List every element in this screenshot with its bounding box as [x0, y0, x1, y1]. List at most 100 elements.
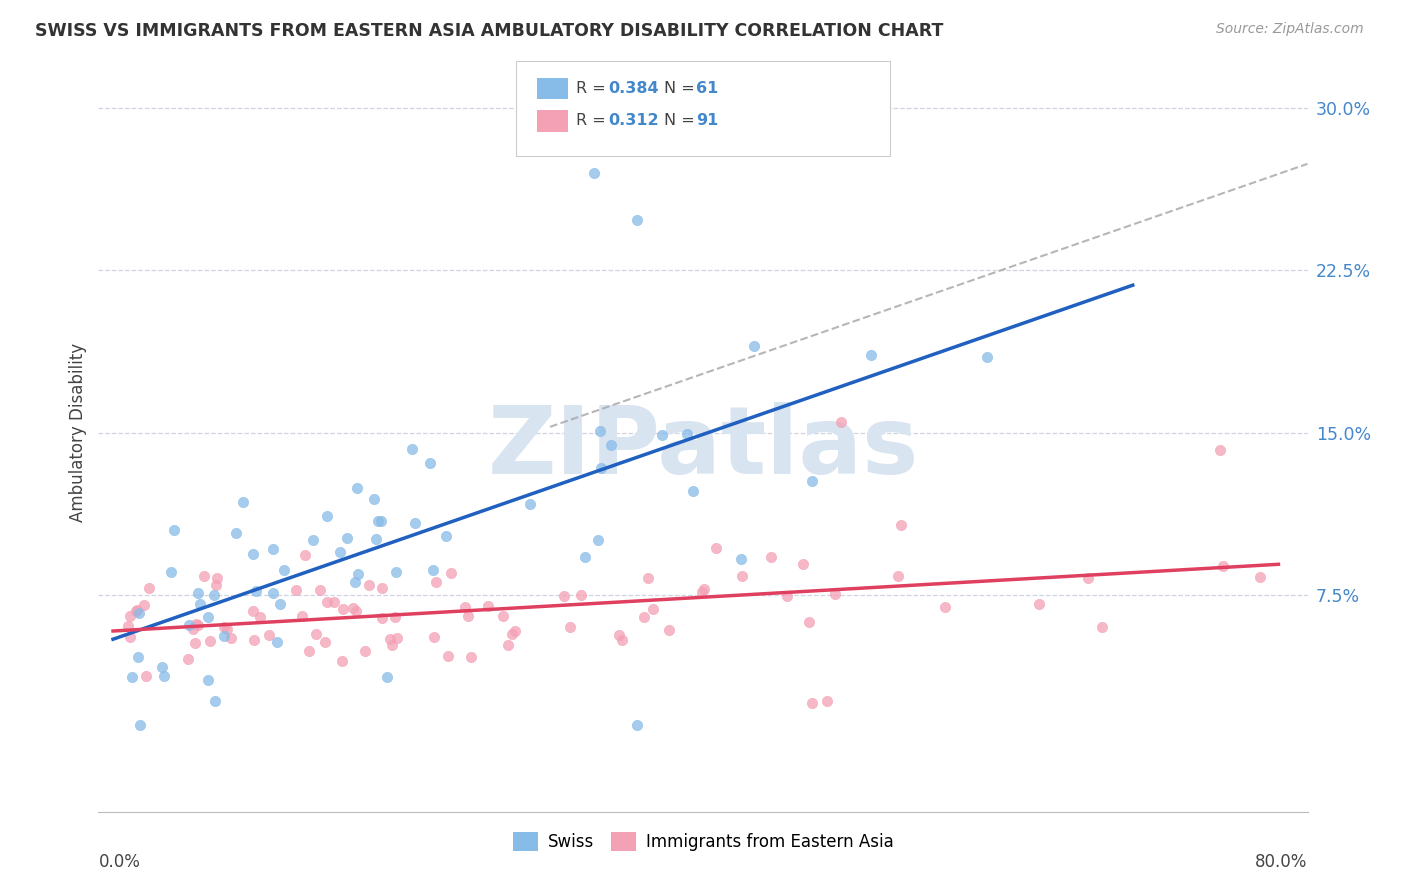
- Point: [197, 609, 219, 624]
- Text: 0.384: 0.384: [609, 81, 659, 96]
- Point: [742, 339, 765, 353]
- Point: [193, 568, 215, 582]
- Point: [138, 581, 160, 595]
- Point: [249, 610, 271, 624]
- Point: [600, 438, 623, 452]
- Point: [423, 630, 446, 644]
- FancyBboxPatch shape: [537, 111, 568, 132]
- Point: [801, 697, 824, 711]
- Text: R =: R =: [576, 81, 612, 96]
- Point: [419, 456, 441, 470]
- Point: [266, 635, 288, 649]
- Point: [519, 497, 541, 511]
- Point: [626, 213, 648, 227]
- FancyBboxPatch shape: [516, 62, 890, 156]
- Point: [125, 604, 148, 618]
- Point: [436, 529, 458, 543]
- Point: [359, 578, 381, 592]
- Point: [363, 491, 385, 506]
- Point: [824, 587, 846, 601]
- Point: [612, 633, 634, 648]
- Point: [212, 620, 235, 634]
- Point: [219, 631, 242, 645]
- Point: [294, 548, 316, 562]
- Point: [323, 595, 346, 609]
- Point: [150, 660, 173, 674]
- Point: [298, 644, 321, 658]
- Point: [704, 541, 727, 556]
- Point: [453, 600, 475, 615]
- Point: [887, 569, 910, 583]
- Point: [197, 673, 219, 687]
- Point: [1091, 620, 1114, 634]
- Point: [607, 628, 630, 642]
- Point: [633, 610, 655, 624]
- Point: [682, 484, 704, 499]
- Point: [336, 531, 359, 545]
- Point: [371, 611, 394, 625]
- Text: ZIPatlas: ZIPatlas: [488, 401, 918, 494]
- Point: [343, 574, 366, 589]
- Point: [560, 620, 582, 634]
- Point: [731, 568, 754, 582]
- Point: [163, 524, 186, 538]
- Point: [571, 588, 593, 602]
- Point: [440, 566, 463, 580]
- Point: [501, 627, 523, 641]
- Point: [128, 607, 150, 621]
- Point: [477, 599, 499, 613]
- Point: [460, 650, 482, 665]
- Point: [401, 442, 423, 457]
- Point: [285, 583, 308, 598]
- Point: [1250, 570, 1272, 584]
- Text: R =: R =: [576, 113, 612, 128]
- Point: [641, 601, 664, 615]
- FancyBboxPatch shape: [537, 78, 568, 99]
- Point: [1209, 442, 1232, 457]
- Point: [329, 545, 352, 559]
- Text: 80.0%: 80.0%: [1256, 854, 1308, 871]
- Point: [1212, 558, 1234, 573]
- Point: [422, 563, 444, 577]
- Point: [245, 583, 267, 598]
- Point: [184, 617, 207, 632]
- Point: [730, 552, 752, 566]
- Point: [257, 628, 280, 642]
- Point: [626, 718, 648, 732]
- Text: N =: N =: [664, 81, 700, 96]
- Point: [658, 624, 681, 638]
- Point: [215, 623, 238, 637]
- Point: [385, 632, 408, 646]
- Point: [375, 669, 398, 683]
- Point: [332, 602, 354, 616]
- Point: [187, 617, 209, 632]
- Point: [457, 608, 479, 623]
- Point: [976, 350, 998, 364]
- Point: [204, 694, 226, 708]
- Point: [118, 609, 141, 624]
- Point: [830, 415, 852, 429]
- Point: [187, 586, 209, 600]
- Text: 0.0%: 0.0%: [98, 854, 141, 871]
- Point: [205, 578, 228, 592]
- Point: [574, 549, 596, 564]
- Point: [801, 474, 824, 488]
- Point: [127, 649, 149, 664]
- Point: [367, 514, 389, 528]
- Point: [1077, 571, 1099, 585]
- Point: [582, 166, 605, 180]
- Point: [384, 610, 406, 624]
- Point: [347, 567, 370, 582]
- Point: [184, 636, 207, 650]
- Point: [370, 514, 392, 528]
- Point: [262, 541, 284, 556]
- Point: [212, 629, 235, 643]
- Point: [366, 532, 388, 546]
- Point: [761, 550, 783, 565]
- Y-axis label: Ambulatory Disability: Ambulatory Disability: [69, 343, 87, 522]
- Point: [342, 601, 364, 615]
- Point: [637, 571, 659, 585]
- Point: [202, 588, 225, 602]
- Point: [159, 566, 181, 580]
- Point: [792, 557, 814, 571]
